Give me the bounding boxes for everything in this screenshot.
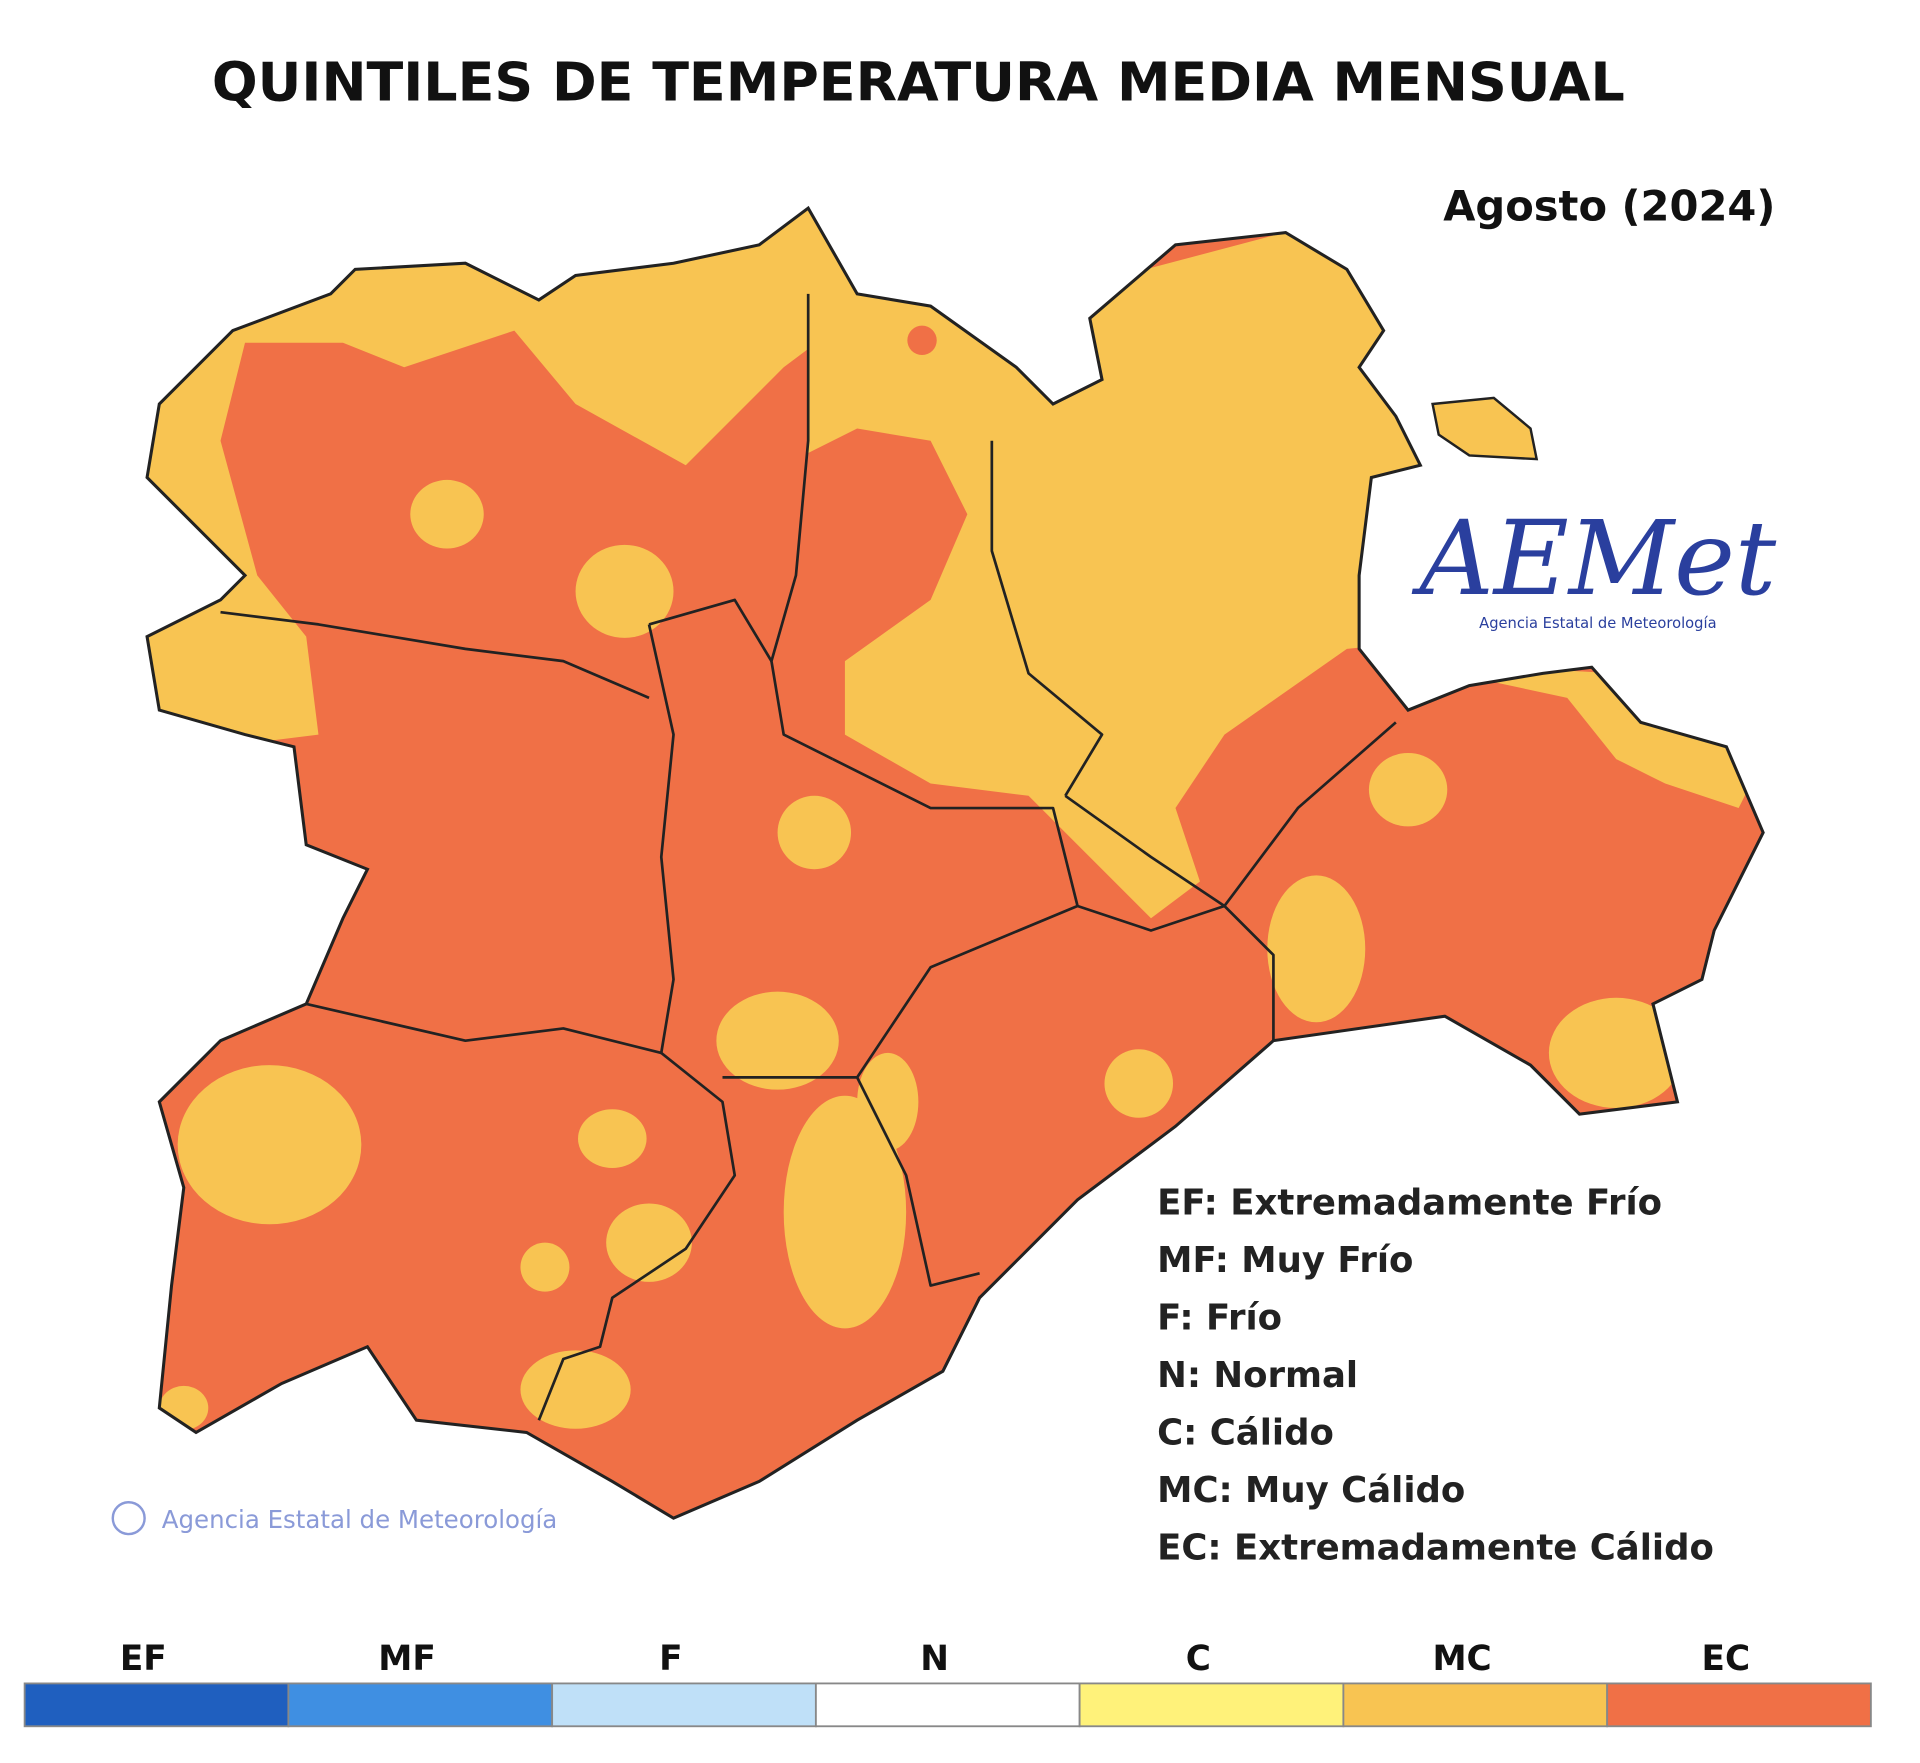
definitions: EF: Extremadamente Frío MF: Muy Frío F: Fr…: [1157, 1183, 1714, 1569]
copyright-icon: [111, 1500, 146, 1536]
colorbar-label: F: [659, 1639, 682, 1679]
definition: F: Frío: [1157, 1298, 1282, 1339]
period: Agosto (2024): [1443, 181, 1775, 230]
colorbar-label: N: [920, 1639, 949, 1679]
logo-name: AEMet: [1411, 500, 1776, 619]
colorbar-swatch: [1606, 1682, 1872, 1728]
definition: EC: Extremadamente Cálido: [1157, 1528, 1714, 1569]
definition: C: Cálido: [1157, 1413, 1334, 1454]
colorbar-label: EF: [120, 1639, 167, 1679]
colorbar-label: MC: [1432, 1639, 1491, 1679]
colorbar-swatch: [287, 1682, 554, 1728]
definition: MF: Muy Frío: [1157, 1240, 1413, 1281]
map-title: QUINTILES DE TEMPERATURA MEDIA MENSUAL: [212, 50, 1625, 113]
colorbar-swatch: [814, 1682, 1081, 1728]
colorbar-swatch: [1342, 1682, 1609, 1728]
colorbar-swatch: [551, 1682, 817, 1728]
colorbar-label: EC: [1702, 1639, 1751, 1679]
definition: EF: Extremadamente Frío: [1157, 1183, 1662, 1224]
map-regions: [145, 206, 1765, 1520]
colorbar-swatch: [1078, 1682, 1345, 1728]
definition: MC: Muy Cálido: [1157, 1470, 1465, 1511]
colorbar-label: MF: [378, 1639, 436, 1679]
region-mc: [147, 208, 1764, 1430]
colorbar-swatch: [23, 1682, 290, 1728]
logo-caption: Agencia Estatal de Meteorología: [1479, 615, 1716, 632]
colorbar: EF MF F N C MC EC: [23, 1639, 1872, 1728]
definition: N: Normal: [1157, 1355, 1358, 1396]
watermark: Agencia Estatal de Meteorología: [162, 1505, 558, 1534]
colorbar-label: C: [1186, 1639, 1211, 1679]
